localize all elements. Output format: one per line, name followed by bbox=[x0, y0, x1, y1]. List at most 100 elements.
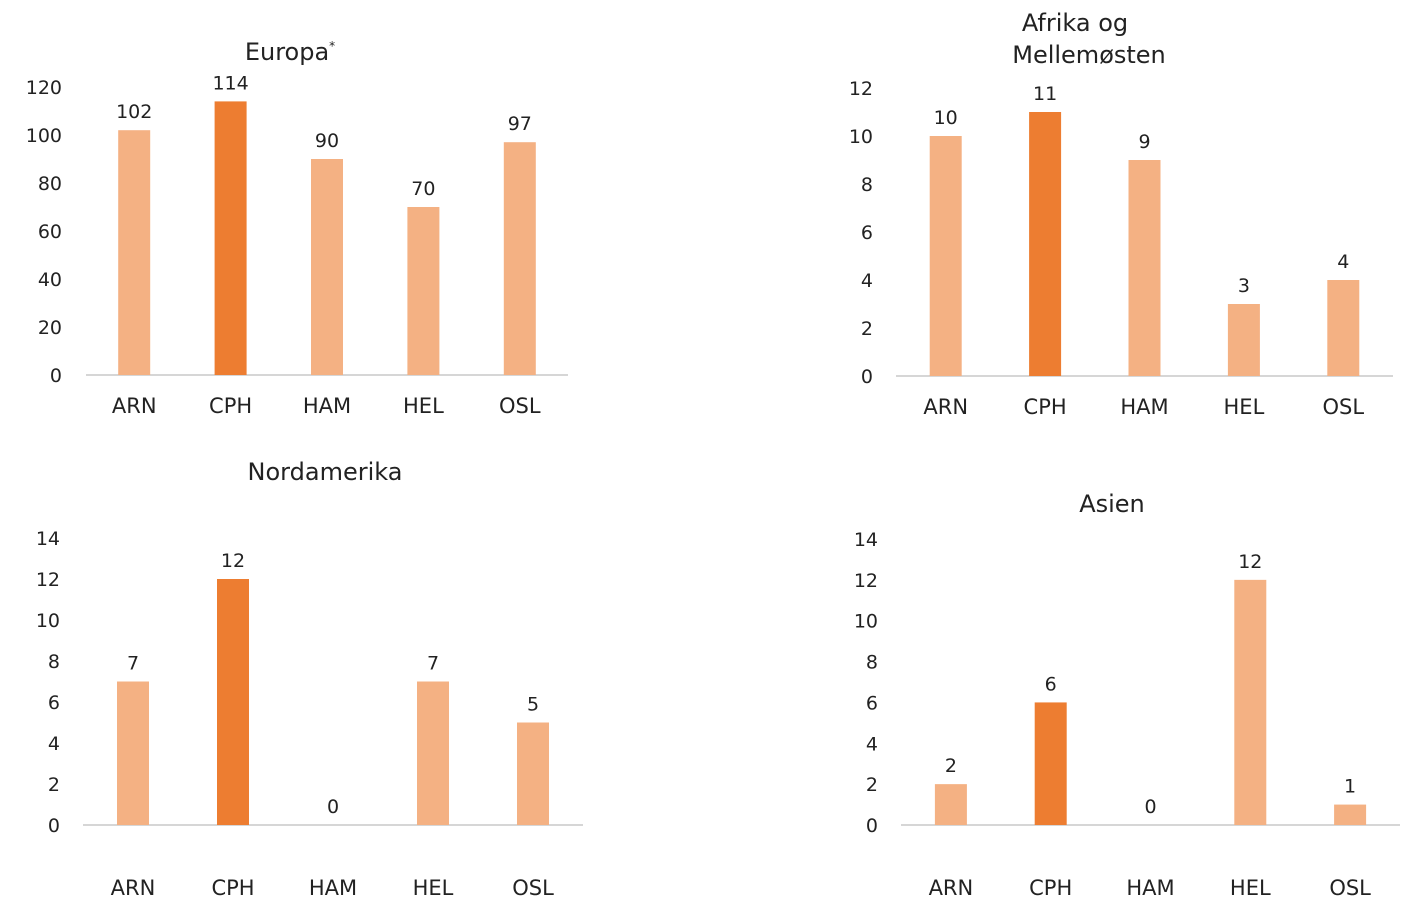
y-tick-label: 2 bbox=[48, 774, 60, 796]
chart-panel-2: Afrika og Mellemøsten 0 2 4 6 8 10 12 10 ARN 11 CPH 9… bbox=[849, 9, 1393, 419]
data-label-osl: 4 bbox=[1337, 251, 1349, 273]
y-tick-label: 14 bbox=[854, 529, 878, 551]
y-tick-label: 120 bbox=[26, 77, 62, 99]
y-tick-label: 10 bbox=[36, 610, 60, 632]
data-label-osl: 1 bbox=[1344, 776, 1356, 798]
y-tick-label: 4 bbox=[866, 733, 878, 755]
y-tick-label: 100 bbox=[26, 125, 62, 147]
bar-arn bbox=[118, 130, 151, 375]
x-category-label: OSL bbox=[499, 394, 541, 418]
x-category-label: OSL bbox=[512, 876, 554, 898]
y-tick-label: 0 bbox=[48, 815, 60, 837]
chart-title: Afrika og Mellemøsten bbox=[1012, 9, 1166, 69]
data-label-ham: 90 bbox=[315, 130, 339, 152]
bar-cph bbox=[217, 579, 249, 825]
chart-panel-1: Europa* 0 20 40 60 80 100 120 102 ARN 114 CPH 90 HAM 7… bbox=[26, 38, 568, 418]
x-category-label: ARN bbox=[929, 876, 974, 898]
y-tick-label: 14 bbox=[36, 528, 60, 550]
y-tick-label: 80 bbox=[38, 173, 62, 195]
data-label-arn: 2 bbox=[945, 755, 957, 777]
data-label-hel: 3 bbox=[1238, 275, 1250, 297]
x-category-label: CPH bbox=[1029, 876, 1072, 898]
data-label-hel: 7 bbox=[427, 653, 439, 675]
bar-cph bbox=[1029, 112, 1062, 376]
y-tick-label: 20 bbox=[38, 317, 62, 339]
bar-cph bbox=[1034, 702, 1067, 825]
data-label-osl: 97 bbox=[508, 113, 532, 135]
data-label-osl: 5 bbox=[527, 694, 539, 716]
data-label-arn: 102 bbox=[116, 101, 152, 123]
x-category-label: HEL bbox=[413, 876, 454, 898]
x-category-label: ARN bbox=[923, 395, 968, 419]
data-label-arn: 7 bbox=[127, 653, 139, 675]
x-category-label: OSL bbox=[1323, 395, 1365, 419]
data-label-ham: 0 bbox=[327, 796, 339, 818]
data-label-ham: 9 bbox=[1138, 131, 1150, 153]
x-category-label: CPH bbox=[209, 394, 252, 418]
y-tick-label: 8 bbox=[866, 652, 878, 674]
x-category-label: CPH bbox=[1024, 395, 1067, 419]
x-category-label: CPH bbox=[211, 876, 254, 898]
chart-title: Europa* bbox=[245, 38, 335, 66]
y-tick-label: 12 bbox=[849, 78, 873, 100]
y-tick-label: 0 bbox=[866, 815, 878, 837]
y-tick-label: 6 bbox=[861, 222, 873, 244]
chart-title-line: Afrika og bbox=[1022, 9, 1128, 37]
bar-cph bbox=[214, 101, 247, 376]
y-tick-label: 60 bbox=[38, 221, 62, 243]
chart-panel-4: Asien 0 2 4 6 8 10 12 14 2 ARN 6 CPH 0 HAM 12 HEL 1 OSL bbox=[854, 490, 1400, 898]
data-label-cph: 12 bbox=[221, 550, 245, 572]
bar-hel bbox=[1227, 304, 1260, 376]
x-category-label: HEL bbox=[403, 394, 444, 418]
bar-hel bbox=[417, 681, 449, 825]
x-category-label: HAM bbox=[1126, 876, 1174, 898]
bar-arn bbox=[117, 681, 149, 825]
chart-title-line: Europa* bbox=[245, 38, 335, 66]
y-tick-label: 10 bbox=[849, 126, 873, 148]
bar-osl bbox=[1327, 280, 1360, 376]
chart-title-line: Asien bbox=[1079, 490, 1145, 518]
bar-hel bbox=[1234, 579, 1267, 825]
data-label-ham: 0 bbox=[1144, 796, 1156, 818]
data-label-cph: 114 bbox=[212, 72, 248, 94]
x-category-label: HAM bbox=[309, 876, 357, 898]
chart-title: Asien bbox=[1079, 490, 1145, 518]
data-label-hel: 70 bbox=[411, 178, 435, 200]
y-tick-label: 0 bbox=[861, 366, 873, 388]
chart-panel-3: Nordamerika 0 2 4 6 8 10 12 14 7 ARN 12 CPH 0 HAM 7 HEL 5… bbox=[36, 458, 583, 898]
y-tick-label: 4 bbox=[48, 733, 60, 755]
x-category-label: ARN bbox=[112, 394, 157, 418]
y-tick-label: 12 bbox=[36, 569, 60, 591]
x-category-label: HAM bbox=[303, 394, 351, 418]
bar-ham bbox=[311, 159, 343, 375]
y-tick-label: 6 bbox=[48, 692, 60, 714]
bar-arn bbox=[934, 784, 967, 825]
y-tick-label: 40 bbox=[38, 269, 62, 291]
y-tick-label: 12 bbox=[854, 570, 878, 592]
chart-title: Nordamerika bbox=[248, 458, 403, 486]
bar-arn bbox=[929, 136, 962, 376]
y-tick-label: 10 bbox=[854, 611, 878, 633]
x-category-label: ARN bbox=[111, 876, 156, 898]
y-tick-label: 8 bbox=[861, 174, 873, 196]
x-category-label: HEL bbox=[1224, 395, 1265, 419]
bar-osl bbox=[517, 722, 549, 825]
y-tick-label: 2 bbox=[861, 318, 873, 340]
data-label-arn: 10 bbox=[934, 107, 958, 129]
bar-osl bbox=[1334, 804, 1367, 825]
x-category-label: HAM bbox=[1120, 395, 1168, 419]
data-label-hel: 12 bbox=[1238, 551, 1262, 573]
x-category-label: HEL bbox=[1230, 876, 1271, 898]
y-tick-label: 8 bbox=[48, 651, 60, 673]
y-tick-label: 6 bbox=[866, 692, 878, 714]
bar-osl bbox=[503, 142, 536, 375]
y-tick-label: 4 bbox=[861, 270, 873, 292]
chart-title-line: Mellemøsten bbox=[1012, 41, 1166, 69]
bar-hel bbox=[407, 207, 440, 375]
y-tick-label: 0 bbox=[50, 365, 62, 387]
x-category-label: OSL bbox=[1329, 876, 1371, 898]
bar-ham bbox=[1128, 160, 1161, 376]
data-label-cph: 6 bbox=[1045, 673, 1057, 695]
y-tick-label: 2 bbox=[866, 774, 878, 796]
